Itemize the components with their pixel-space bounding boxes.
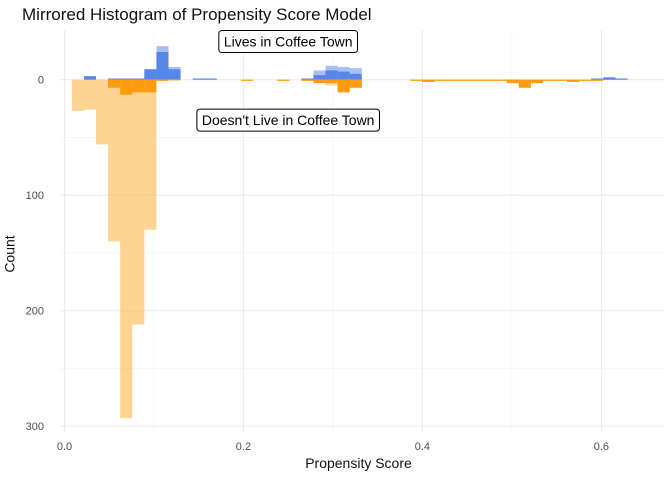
histogram-bar-treated-matched [591,78,604,80]
histogram-bar-control-all [108,79,121,242]
annotation-label: Doesn't Live in Coffee Town [202,112,375,128]
histogram-bar-control-matched [277,79,290,81]
y-tick-label: 300 [26,421,44,433]
x-tick-label: 0.2 [236,441,251,453]
histogram-bar-control-matched [349,79,362,88]
histogram-bar-control-matched [591,79,604,81]
histogram-bar-control-matched [518,79,531,88]
annotation-box [196,108,380,132]
histogram-bar-treated-matched [615,78,628,80]
histogram-bar-control-matched [555,79,568,81]
y-tick-label: 0 [38,75,44,87]
histogram-bar-control-matched [410,79,423,81]
histogram-bar-control-matched [458,79,471,81]
histogram-bar-control-matched [446,79,459,81]
y-tick-label: 100 [26,190,44,202]
histogram-bar-treated-matched [204,78,217,80]
histogram-bar-control-matched [579,79,592,81]
histogram-bar-control-matched [470,79,483,81]
histogram-bar-treated-matched [168,69,181,80]
histogram-bar-control-matched [120,79,133,95]
histogram-bar-treated-matched [192,78,205,80]
histogram-bar-treated-matched [349,73,362,80]
histogram-bar-control-matched [313,79,326,84]
x-tick-label: 0.6 [594,441,609,453]
histogram-bar-control-matched [144,79,157,93]
x-tick-label: 0.0 [57,441,72,453]
histogram-bar-control-matched [240,79,254,81]
x-tick-label: 0.4 [415,441,430,453]
histogram-bar-treated-matched [603,77,616,80]
chart-title: Mirrored Histogram of Propensity Score M… [22,5,372,24]
histogram-bar-treated-matched [325,70,338,80]
histogram-bar-control-all [83,79,97,110]
histogram-bar-control-matched [542,79,556,81]
y-axis-label: Count [1,235,18,273]
histogram-bar-control-matched [530,79,543,84]
histogram-bar-control-all [71,79,84,111]
histogram-bar-control-matched [494,79,507,81]
histogram-bar-control-matched [156,79,169,81]
annotation-box [218,30,359,54]
histogram-bar-treated-matched [156,51,169,80]
histogram-bar-control-matched [108,79,121,88]
histogram-bar-control-all [96,79,109,145]
histogram-bar-treated-matched [301,78,314,80]
annotation-label: Lives in Coffee Town [224,34,353,50]
x-axis-label: Propensity Score [305,455,412,471]
histogram-bar-treated-matched [313,75,326,80]
histogram-bar-treated-matched [132,78,145,80]
histogram-bar-control-matched [337,79,350,93]
y-tick-label: 200 [26,306,44,318]
histogram-bar-treated-matched [120,78,133,80]
histogram-bar-control-all [132,79,145,325]
histogram-bar-control-all [120,79,133,419]
histogram-bar-treated-matched [108,78,121,80]
histogram-bar-treated-matched [144,69,157,80]
histogram-bar-treated-matched [83,76,97,80]
histogram-bar-control-matched [422,79,435,82]
histogram-bar-control-matched [132,79,145,93]
histogram-bar-control-all [168,79,181,81]
histogram-bar-control-matched [482,79,495,81]
histogram-bar-control-matched [506,79,519,84]
histogram-bar-control-matched [567,79,580,82]
histogram-bar-control-all [144,79,157,230]
histogram-bar-control-matched [434,79,447,81]
histogram-bar-control-matched [325,79,338,84]
histogram-bar-treated-matched [337,71,350,80]
histogram-bar-control-matched [301,79,314,81]
